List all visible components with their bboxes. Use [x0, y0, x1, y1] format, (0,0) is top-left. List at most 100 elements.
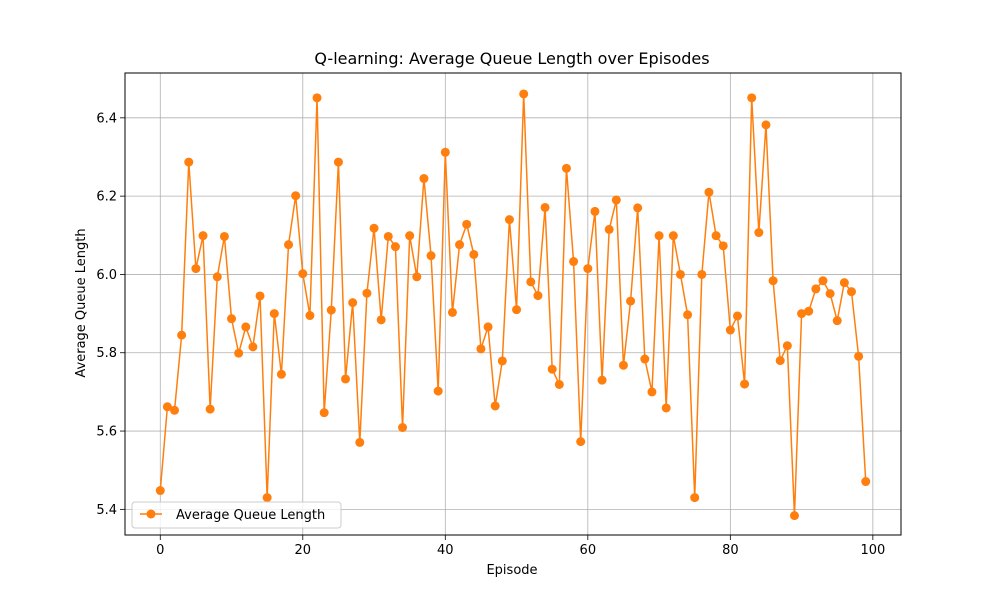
- y-tick-label: 6.0: [96, 268, 117, 283]
- data-point: [804, 306, 814, 316]
- y-axis-label: Average Queue Length: [74, 228, 89, 377]
- data-point: [305, 311, 315, 321]
- data-point: [654, 231, 664, 241]
- y-tick-label: 6.4: [96, 111, 117, 126]
- x-axis-label: Episode: [486, 563, 537, 578]
- data-point: [540, 202, 550, 212]
- data-point: [440, 147, 450, 157]
- data-point: [155, 486, 165, 496]
- series-layer: [155, 89, 871, 521]
- data-point: [177, 330, 187, 340]
- data-point: [718, 241, 728, 251]
- data-point: [255, 291, 265, 301]
- data-point: [526, 277, 536, 287]
- data-point: [319, 408, 329, 418]
- data-point: [398, 423, 408, 433]
- data-point: [861, 477, 871, 487]
- data-point: [561, 163, 571, 173]
- data-point: [789, 511, 799, 521]
- data-point: [604, 224, 614, 234]
- data-point: [419, 174, 429, 184]
- data-point: [162, 402, 172, 412]
- data-point: [747, 93, 757, 103]
- y-tick-label: 5.6: [96, 425, 117, 440]
- data-point: [554, 379, 564, 389]
- data-point: [533, 291, 543, 301]
- data-point: [797, 309, 807, 319]
- data-point: [198, 231, 208, 241]
- data-point: [626, 296, 636, 306]
- series-line: [159, 93, 867, 517]
- data-point: [711, 231, 721, 241]
- data-point: [362, 288, 372, 298]
- data-point: [219, 231, 229, 241]
- data-point: [469, 249, 479, 259]
- data-point: [647, 387, 657, 397]
- data-point: [547, 364, 557, 374]
- data-point: [355, 437, 365, 447]
- x-tick-label: 0: [156, 543, 164, 558]
- data-point: [618, 360, 628, 370]
- data-point: [369, 223, 379, 233]
- data-point: [212, 272, 222, 282]
- x-tick-label: 100: [860, 543, 885, 558]
- data-point: [740, 379, 750, 389]
- data-point: [291, 191, 301, 201]
- data-point: [697, 269, 707, 279]
- data-point: [262, 493, 272, 503]
- x-tick-label: 80: [722, 543, 739, 558]
- legend-marker-swatch: [146, 509, 156, 519]
- data-point: [234, 348, 244, 358]
- data-point: [732, 311, 742, 321]
- data-point: [597, 375, 607, 385]
- data-point: [326, 305, 336, 315]
- data-point: [725, 325, 735, 335]
- x-tick-label: 40: [437, 543, 454, 558]
- data-point: [768, 276, 778, 286]
- data-point: [775, 356, 785, 366]
- data-point: [462, 219, 472, 229]
- data-point: [590, 206, 600, 216]
- data-point: [512, 305, 522, 315]
- y-tick-label: 6.2: [96, 190, 117, 205]
- data-point: [333, 157, 343, 167]
- data-point: [241, 322, 251, 332]
- data-point: [455, 240, 465, 250]
- data-point: [782, 341, 792, 351]
- data-point: [205, 404, 215, 414]
- data-point: [490, 401, 500, 411]
- data-point: [704, 187, 714, 197]
- data-point: [825, 289, 835, 299]
- data-point: [839, 278, 849, 288]
- data-point: [690, 493, 700, 503]
- y-tick-label: 5.4: [96, 503, 117, 518]
- data-point: [170, 405, 180, 415]
- data-point: [227, 314, 237, 324]
- data-point: [811, 284, 821, 294]
- y-tick-label: 5.8: [96, 346, 117, 361]
- data-point: [761, 120, 771, 130]
- data-point: [191, 264, 201, 274]
- x-tick-label: 20: [295, 543, 312, 558]
- data-point: [661, 403, 671, 413]
- data-point: [668, 231, 678, 241]
- data-point: [269, 309, 279, 319]
- legend-label: Average Queue Length: [176, 508, 325, 523]
- data-point: [832, 316, 842, 326]
- data-point: [447, 307, 457, 317]
- x-tick-label: 60: [580, 543, 597, 558]
- data-point: [412, 272, 422, 282]
- data-point: [383, 231, 393, 241]
- data-point: [611, 195, 621, 205]
- data-point: [312, 93, 322, 103]
- y-axis-ticks: 5.4 5.6 5.8 6.0 6.2 6.4: [96, 111, 125, 518]
- data-point: [576, 437, 586, 447]
- data-point: [846, 287, 856, 297]
- data-point: [583, 264, 593, 274]
- legend-box: [131, 501, 342, 529]
- data-point: [854, 351, 864, 361]
- legend: Average Queue Length: [131, 501, 342, 529]
- data-point: [426, 251, 436, 261]
